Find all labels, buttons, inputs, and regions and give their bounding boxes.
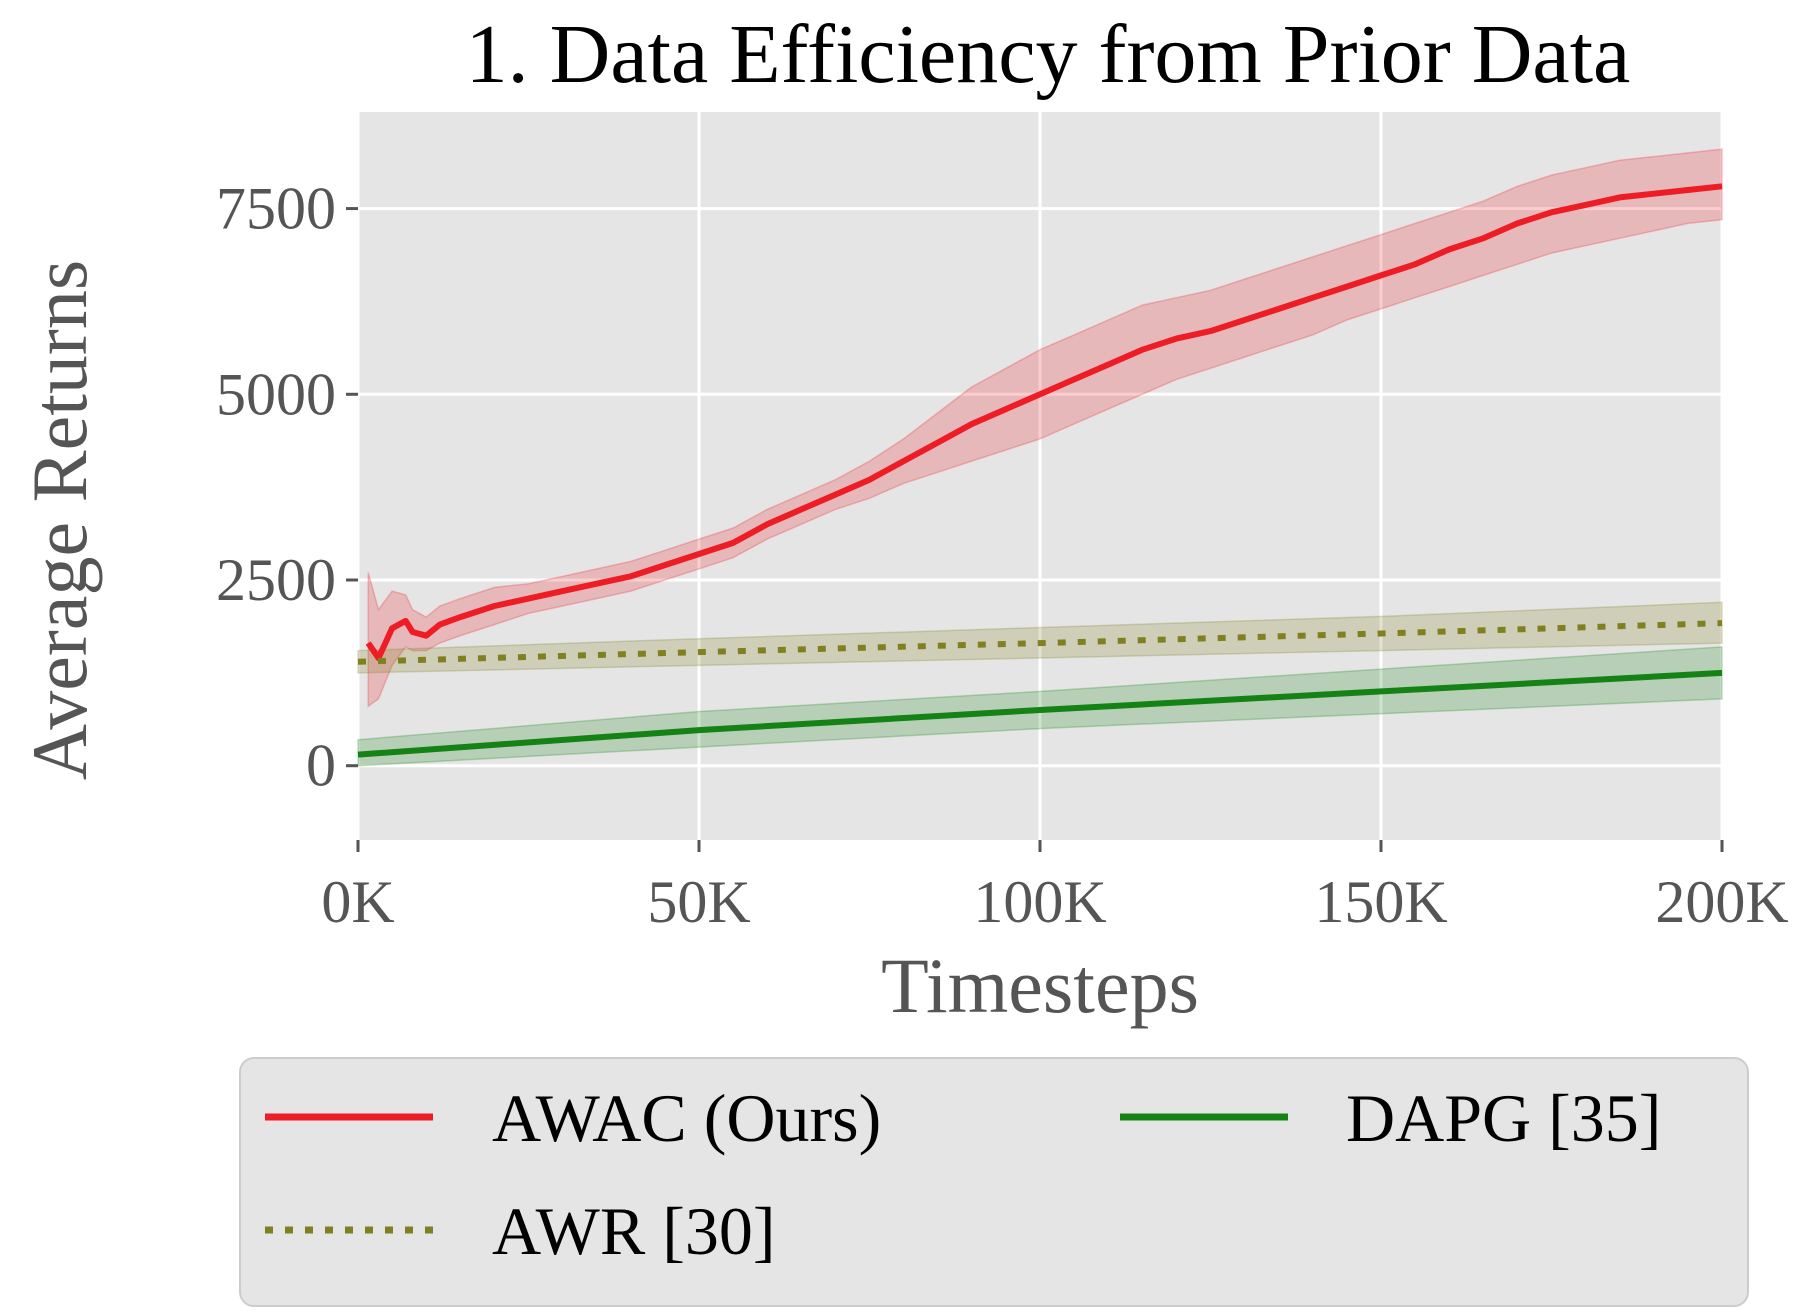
confidence-bands <box>357 148 1723 767</box>
legend-label-dapg-35: DAPG [35] <box>1346 1080 1661 1156</box>
line-dapg-35 <box>357 669 1723 758</box>
x-axis-ticks: 0K 50K 100K 150K 200K <box>321 840 1789 935</box>
y-tick-label: 7500 <box>216 176 336 242</box>
band-awac-ours <box>367 148 1723 708</box>
legend-label-awr-30: AWR [30] <box>492 1193 776 1269</box>
x-tick-label: 200K <box>1655 869 1788 935</box>
x-axis-label: Timesteps <box>881 942 1199 1029</box>
legend-label-awac-ours: AWAC (Ours) <box>492 1080 881 1156</box>
legend-box <box>239 1057 1749 1307</box>
line-awr-30 <box>357 620 1723 665</box>
line-awac-ours <box>365 183 1723 661</box>
y-tick-label: 0 <box>306 733 336 799</box>
y-tick-label: 2500 <box>216 547 336 613</box>
series-lines <box>357 183 1723 758</box>
y-axis-ticks: 0 2500 5000 7500 <box>216 176 358 799</box>
chart-title: 1. Data Efficiency from Prior Data <box>466 8 1631 101</box>
band-awr-30 <box>357 601 1723 674</box>
x-tick-label: 0K <box>321 869 394 935</box>
x-tick-label: 50K <box>647 869 750 935</box>
y-axis-label: Average Returns <box>16 260 103 781</box>
x-tick-label: 100K <box>973 869 1106 935</box>
y-tick-label: 5000 <box>216 361 336 427</box>
legend-entries: AWAC (Ours) DAPG [35] AWR [30] <box>265 1080 1661 1269</box>
legend: AWAC (Ours) DAPG [35] AWR [30] <box>239 1057 1749 1307</box>
x-tick-label: 150K <box>1314 869 1447 935</box>
band-dapg-35 <box>357 646 1723 767</box>
